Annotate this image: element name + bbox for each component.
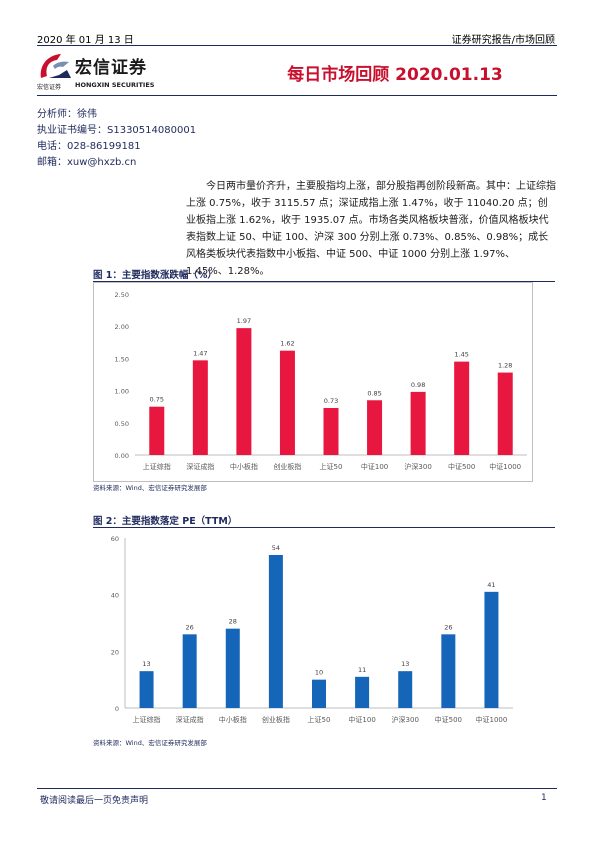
x-tick-label: 上证综指 — [143, 462, 171, 471]
figure2-source: 资料来源：Wind、宏信证券研究发展部 — [93, 739, 207, 747]
y-tick-label: 2.50 — [115, 291, 129, 299]
data-label: 13 — [142, 660, 150, 668]
figure1-title: 图 1：主要指数涨跌幅（%） — [93, 270, 217, 281]
bar — [355, 676, 370, 708]
x-tick-label: 上证50 — [308, 715, 331, 724]
data-label: 1.28 — [498, 362, 512, 370]
y-tick-label: 0.50 — [115, 420, 129, 428]
logo-name: 宏信证券 — [75, 58, 147, 78]
bar — [312, 679, 326, 708]
page-number: 1 — [541, 793, 547, 803]
figure2-title: 图 2：主要指数落定 PE（TTM） — [93, 516, 238, 527]
bar — [225, 628, 240, 708]
x-tick-label: 中证100 — [361, 462, 388, 471]
title-divider — [37, 95, 557, 96]
report-title: 每日市场回顾 2020.01.13 — [287, 65, 503, 85]
figure2-divider — [93, 527, 555, 528]
y-tick-label: 20 — [111, 648, 119, 656]
y-tick-label: 40 — [111, 592, 119, 600]
figure1-divider — [93, 281, 555, 282]
bar — [484, 591, 499, 708]
data-label: 1.47 — [193, 349, 207, 357]
data-label: 13 — [401, 660, 409, 668]
x-tick-label: 中证500 — [448, 462, 475, 471]
data-label: 26 — [444, 623, 452, 631]
report-category: 证券研究报告/市场回顾 — [451, 35, 555, 46]
data-label: 41 — [487, 581, 495, 589]
bar — [497, 372, 513, 455]
bar — [236, 328, 252, 455]
data-label: 1.62 — [280, 340, 294, 348]
bar — [182, 634, 197, 708]
x-tick-label: 中证100 — [348, 715, 375, 724]
disclaimer-link[interactable]: 敬请阅读最后一页免责声明 — [40, 796, 149, 806]
chart-border — [93, 282, 533, 482]
header-divider — [37, 45, 557, 46]
analyst-name: 分析师：徐伟 — [37, 109, 97, 120]
data-label: 0.75 — [150, 396, 164, 404]
data-label: 0.85 — [367, 389, 381, 397]
y-tick-label: 0.00 — [115, 452, 129, 460]
bar — [398, 671, 413, 708]
x-tick-label: 创业板指 — [273, 462, 301, 471]
bar — [323, 407, 339, 455]
market-summary: 今日两市量价齐升，主要股指均上涨，部分股指再创阶段新高。其中：上证综指上涨 0.… — [186, 181, 556, 277]
figure2-chart: 0 20 40 60 13 上证综指 26 深证成指 28 中小板指 54 创业板指 10 上证50 11 中… — [93, 528, 533, 736]
analyst-cert: 执业证书编号：S1330514080001 — [37, 125, 197, 136]
bar — [279, 350, 295, 455]
bar — [441, 634, 456, 708]
x-tick-label: 中证1000 — [476, 715, 508, 724]
y-tick-label: 60 — [111, 535, 119, 543]
x-tick-label: 沪深300 — [392, 715, 419, 724]
logo-sub-cn: 宏信证券 — [37, 84, 62, 91]
x-tick-label: 中证500 — [435, 715, 462, 724]
data-label: 1.97 — [237, 317, 251, 325]
figure1-source: 资料来源：Wind、宏信证券研究发展部 — [93, 484, 207, 492]
figure1-chart: 0.00 0.50 1.00 1.50 2.00 2.50 0.75 上证综指 1.47 深证成指… — [93, 282, 533, 486]
company-logo: 宏信证券 宏信证券 HONGXIN SECURITIES — [37, 52, 162, 92]
bar — [139, 671, 154, 708]
y-tick-label: 1.00 — [115, 388, 129, 396]
x-tick-label: 中小板指 — [230, 462, 258, 471]
y-tick-label: 2.00 — [115, 323, 129, 331]
bar — [454, 361, 470, 455]
bar — [149, 406, 165, 455]
analyst-phone: 电话：028-86199181 — [37, 141, 141, 152]
x-tick-label: 上证50 — [320, 462, 343, 471]
x-tick-label: 深证成指 — [176, 715, 204, 724]
data-label: 28 — [229, 618, 237, 626]
x-tick-label: 中小板指 — [219, 715, 247, 724]
y-tick-label: 1.50 — [115, 355, 129, 363]
data-label: 0.73 — [324, 397, 338, 405]
x-tick-label: 沪深300 — [404, 462, 431, 471]
logo-sub-en: HONGXIN SECURITIES — [75, 81, 155, 89]
bar — [410, 391, 426, 455]
x-tick-label: 上证综指 — [133, 715, 161, 724]
bar — [268, 555, 283, 708]
data-label: 54 — [272, 544, 280, 552]
data-label: 1.45 — [454, 351, 468, 359]
data-label: 0.98 — [411, 381, 425, 389]
data-label: 26 — [186, 623, 194, 631]
x-tick-label: 中证1000 — [489, 462, 521, 471]
x-tick-label: 深证成指 — [186, 462, 214, 471]
bar — [192, 360, 208, 455]
analyst-email: 邮箱：xuw@hxzb.cn — [37, 157, 137, 168]
data-label: 11 — [358, 666, 366, 674]
bar — [367, 400, 383, 455]
data-label: 10 — [315, 669, 323, 677]
logo-mark-icon — [40, 54, 71, 78]
y-tick-label: 0 — [115, 705, 119, 713]
footer-divider — [37, 788, 557, 789]
x-tick-label: 创业板指 — [262, 715, 290, 724]
report-date: 2020 年 01 月 13 日 — [37, 35, 134, 46]
